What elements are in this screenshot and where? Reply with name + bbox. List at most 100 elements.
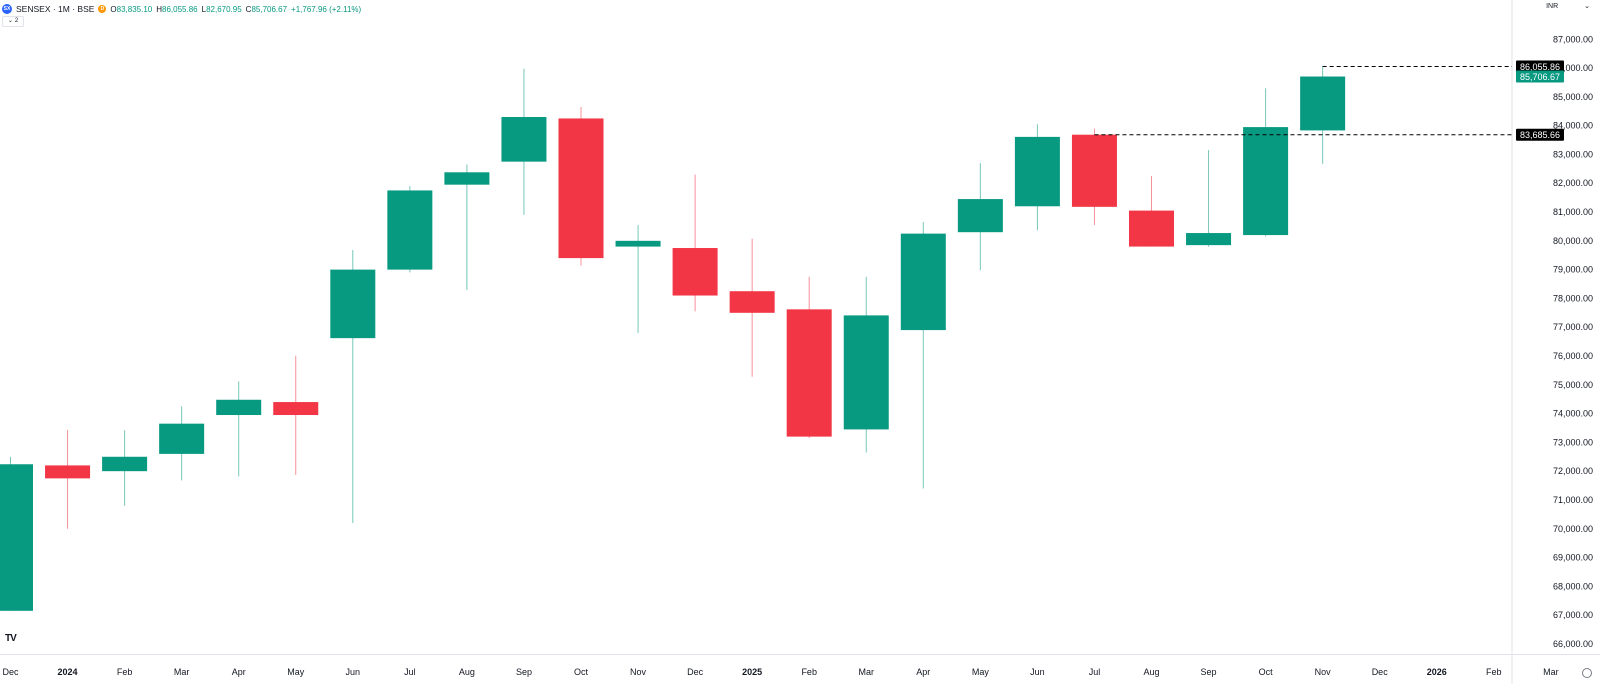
ohlc-low-value: 82,670.95	[206, 4, 242, 14]
symbol-title[interactable]: SENSEX · 1M · BSE	[16, 4, 95, 14]
tradingview-logo-icon[interactable]: TV	[5, 633, 17, 644]
candle-body-down	[558, 118, 604, 259]
y-tick-label: 82,000.00	[1553, 178, 1593, 188]
ohlc-close-key: C	[245, 4, 252, 14]
x-tick-label: Dec	[2, 667, 19, 677]
ohlc-high: H86,055.86	[156, 5, 197, 14]
x-tick-label: Feb	[801, 667, 817, 677]
y-tick-label: 79,000.00	[1553, 265, 1593, 275]
y-tick-label: 67,000.00	[1553, 610, 1593, 620]
x-tick-label: Jul	[1089, 667, 1101, 677]
candle-body-up	[615, 240, 661, 247]
candle-body-up	[1186, 233, 1232, 246]
candle-body-up	[444, 172, 490, 185]
x-tick-label: Jun	[1030, 667, 1045, 677]
candle-body-up	[1243, 127, 1289, 236]
ohlc-close: C85,706.67	[246, 5, 287, 14]
price-line-label-bg	[1516, 128, 1564, 141]
candle-body-down	[273, 402, 319, 416]
symbol-logo-icon: SX	[2, 4, 12, 14]
delayed-badge[interactable]: D	[98, 5, 107, 13]
chevron-down-icon: ⌄	[7, 18, 13, 24]
x-tick-label: 2026	[1427, 667, 1447, 677]
y-tick-label: 69,000.00	[1553, 553, 1593, 563]
x-tick-label: Apr	[916, 667, 930, 677]
x-tick-label: Feb	[117, 667, 133, 677]
x-tick-label: Nov	[630, 667, 647, 677]
x-tick-label: Oct	[574, 667, 589, 677]
y-tick-label: 74,000.00	[1553, 409, 1593, 419]
y-tick-label: 70,000.00	[1553, 524, 1593, 534]
candle-body-up	[957, 199, 1003, 233]
y-tick-label: 76,000.00	[1553, 351, 1593, 361]
candle-body-up	[387, 190, 433, 270]
last-price-label: 85,706.67	[1520, 72, 1560, 82]
ohlc-high-value: 86,055.86	[162, 4, 198, 14]
candle-body-up	[900, 233, 946, 331]
ohlc-low: L82,670.95	[202, 5, 242, 14]
ohlc-open: O83,835.10	[110, 5, 152, 14]
candle-body-down	[45, 465, 91, 479]
ohlc-close-value: 85,706.67	[251, 4, 288, 14]
y-tick-label: 85,000.00	[1553, 92, 1593, 102]
y-tick-label: 73,000.00	[1553, 437, 1593, 447]
x-tick-label: Jun	[346, 667, 361, 677]
candle-body-up	[1300, 76, 1346, 131]
price-line-label-bg	[1516, 60, 1564, 73]
y-tick-label: 78,000.00	[1553, 293, 1593, 303]
x-tick-label: Aug	[459, 667, 475, 677]
ohlc-open-key: O	[110, 4, 117, 14]
chevron-down-icon: ⌄	[1584, 3, 1590, 10]
x-tick-label: Sep	[516, 667, 532, 677]
x-tick-label: 2025	[742, 667, 762, 677]
y-tick-label: 71,000.00	[1553, 495, 1593, 505]
y-tick-label: 75,000.00	[1553, 380, 1593, 390]
indicators-count: 2	[14, 18, 19, 24]
x-tick-label: Feb	[1486, 667, 1502, 677]
y-tick-label: 84,000.00	[1553, 121, 1593, 131]
candle-body-up	[102, 456, 148, 472]
gear-icon[interactable]	[1582, 668, 1592, 678]
y-tick-label: 87,000.00	[1553, 34, 1593, 44]
chart-header: SX SENSEX · 1M · BSE D O83,835.10 H86,05…	[2, 2, 361, 16]
candle-body-up	[216, 399, 262, 416]
candle-body-up	[1014, 136, 1060, 207]
candle-body-down	[1129, 210, 1174, 247]
x-tick-label: Jul	[404, 667, 416, 677]
x-tick-label: Oct	[1259, 667, 1274, 677]
x-tick-label: Dec	[687, 667, 704, 677]
candle-body-up	[501, 117, 547, 162]
candle-body-down	[1071, 134, 1117, 207]
candle-body-up	[330, 269, 376, 339]
y-tick-label: 72,000.00	[1553, 466, 1593, 476]
y-tick-label: 83,000.00	[1553, 149, 1593, 159]
price-line-label: 86,055.86	[1520, 62, 1560, 72]
y-tick-label: 86,000.00	[1553, 63, 1593, 73]
candle-body-down	[729, 291, 775, 313]
last-price-label-bg	[1516, 70, 1564, 83]
y-tick-label: 68,000.00	[1553, 581, 1593, 591]
y-tick-label: 66,000.00	[1553, 639, 1593, 649]
candle-body-up	[843, 315, 889, 430]
y-tick-label: 81,000.00	[1553, 207, 1593, 217]
candle-body-up	[159, 423, 205, 454]
currency-selector[interactable]: INR ⌄	[1546, 2, 1590, 11]
x-tick-label: May	[287, 667, 305, 677]
ohlc-high-key: H	[156, 4, 163, 14]
x-tick-label: Nov	[1315, 667, 1332, 677]
candle-body-down	[786, 309, 832, 437]
currency-label: INR	[1546, 2, 1559, 10]
x-tick-label: Aug	[1143, 667, 1159, 677]
x-tick-label: Dec	[1372, 667, 1389, 677]
x-tick-label: Mar	[859, 667, 875, 677]
price-change: +1,767.96 (+2.11%)	[291, 4, 362, 14]
indicators-collapse-button[interactable]: ⌄ 2	[2, 16, 24, 27]
x-tick-label: Mar	[174, 667, 190, 677]
x-tick-label: Apr	[232, 667, 246, 677]
x-tick-label: May	[972, 667, 990, 677]
price-line-label: 83,685.66	[1520, 130, 1560, 140]
ohlc-low-key: L	[201, 4, 207, 14]
y-tick-label: 80,000.00	[1553, 236, 1593, 246]
